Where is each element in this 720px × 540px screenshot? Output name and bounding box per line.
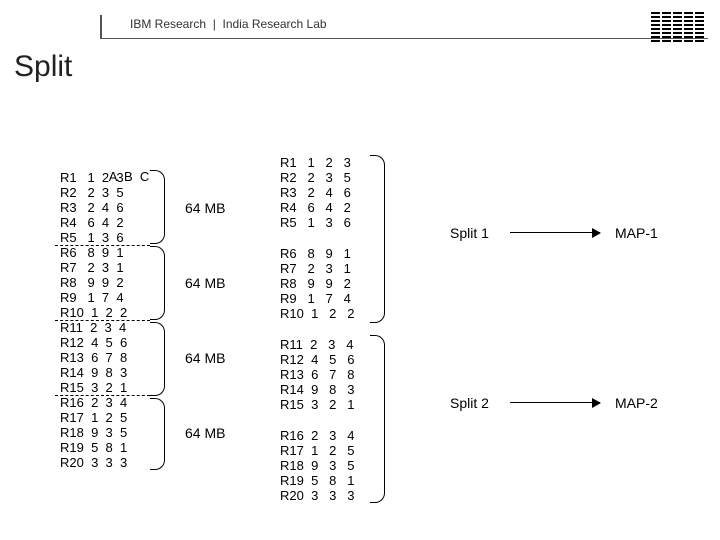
table-row: R12 4 5 6 — [280, 352, 354, 367]
table-row: R20 3 3 3 — [60, 455, 127, 470]
header-text: IBM Research | India Research Lab — [130, 17, 327, 31]
arrow-to-map-2 — [510, 402, 600, 403]
map-label-1: MAP-1 — [615, 225, 658, 241]
table-row: R5 1 3 6 — [280, 215, 354, 230]
table-row: R18 9 3 5 — [280, 458, 354, 473]
table-row: R19 5 8 1 — [280, 473, 354, 488]
brace-group-4 — [150, 398, 164, 470]
header-lab: India Research Lab — [223, 17, 327, 31]
table-row: R14 9 8 3 — [280, 382, 354, 397]
group-separator — [55, 245, 150, 246]
table-row: R6 8 9 1 — [280, 246, 354, 261]
brace-group-3 — [150, 322, 164, 396]
table-row: R18 9 3 5 — [60, 425, 127, 440]
table-row: R4 6 4 2 — [60, 215, 127, 230]
table-row: R3 2 4 6 — [60, 200, 127, 215]
table-row: R10 1 2 2 — [60, 305, 127, 320]
table-row: R11 2 3 4 — [60, 320, 127, 335]
brace-split-2 — [370, 335, 384, 503]
header-vertical-rule — [100, 15, 102, 39]
header-underline — [100, 38, 708, 39]
group-separator — [55, 395, 150, 396]
table-row: R17 1 2 5 — [60, 410, 127, 425]
group-separator — [55, 320, 150, 321]
brace-split-1 — [370, 155, 384, 323]
data-table-groups: R1 1 2 3R2 2 3 5R3 2 4 6R4 6 4 2R5 1 3 6… — [280, 155, 354, 519]
group-size-label: 64 MB — [185, 200, 225, 216]
table-row: R14 9 8 3 — [60, 365, 127, 380]
table-row: R7 2 3 1 — [280, 261, 354, 276]
table-row: R10 1 2 2 — [280, 306, 354, 321]
group-size-label: 64 MB — [185, 425, 225, 441]
header-org: IBM Research — [130, 17, 206, 31]
table-group: R11 2 3 4R12 4 5 6R13 6 7 8R14 9 8 3R15 … — [280, 337, 354, 412]
table-row: R13 6 7 8 — [280, 367, 354, 382]
page-title: Split — [14, 50, 72, 84]
table-group: R1 1 2 3R2 2 3 5R3 2 4 6R4 6 4 2R5 1 3 6 — [280, 155, 354, 230]
table-row: R7 2 3 1 — [60, 260, 127, 275]
table-header: A B C — [95, 154, 149, 199]
split-label-2: Split 2 — [450, 395, 489, 411]
brace-group-2 — [150, 246, 164, 320]
table-row: R8 9 9 2 — [280, 276, 354, 291]
table-row: R9 1 7 4 — [280, 291, 354, 306]
table-group: R16 2 3 4R17 1 2 5R18 9 3 5R19 5 8 1R20 … — [280, 428, 354, 503]
table-row: R20 3 3 3 — [280, 488, 354, 503]
table-row: R6 8 9 1 — [60, 245, 127, 260]
table-row: R1 1 2 3 — [280, 155, 354, 170]
header-sep: | — [213, 17, 216, 31]
map-label-2: MAP-2 — [615, 395, 658, 411]
table-row: R8 9 9 2 — [60, 275, 127, 290]
ibm-logo — [651, 12, 704, 42]
table-row: R12 4 5 6 — [60, 335, 127, 350]
table-row: R17 1 2 5 — [280, 443, 354, 458]
table-row: R2 2 3 5 — [280, 170, 354, 185]
arrow-to-map-1 — [510, 232, 600, 233]
split-label-1: Split 1 — [450, 225, 489, 241]
table-group: R6 8 9 1R7 2 3 1R8 9 9 2R9 1 7 4R10 1 2 … — [280, 246, 354, 321]
table-row: R5 1 3 6 — [60, 230, 127, 245]
brace-group-1 — [150, 170, 164, 244]
table-row: R13 6 7 8 — [60, 350, 127, 365]
table-row: R16 2 3 4 — [60, 395, 127, 410]
header-bar: IBM Research | India Research Lab — [0, 15, 720, 39]
table-row: R19 5 8 1 — [60, 440, 127, 455]
table-row: R15 3 2 1 — [60, 380, 127, 395]
group-size-label: 64 MB — [185, 350, 225, 366]
table-row: R16 2 3 4 — [280, 428, 354, 443]
table-row: R15 3 2 1 — [280, 397, 354, 412]
table-row: R11 2 3 4 — [280, 337, 354, 352]
group-size-label: 64 MB — [185, 275, 225, 291]
table-row: R3 2 4 6 — [280, 185, 354, 200]
table-row: R9 1 7 4 — [60, 290, 127, 305]
table-row: R4 6 4 2 — [280, 200, 354, 215]
